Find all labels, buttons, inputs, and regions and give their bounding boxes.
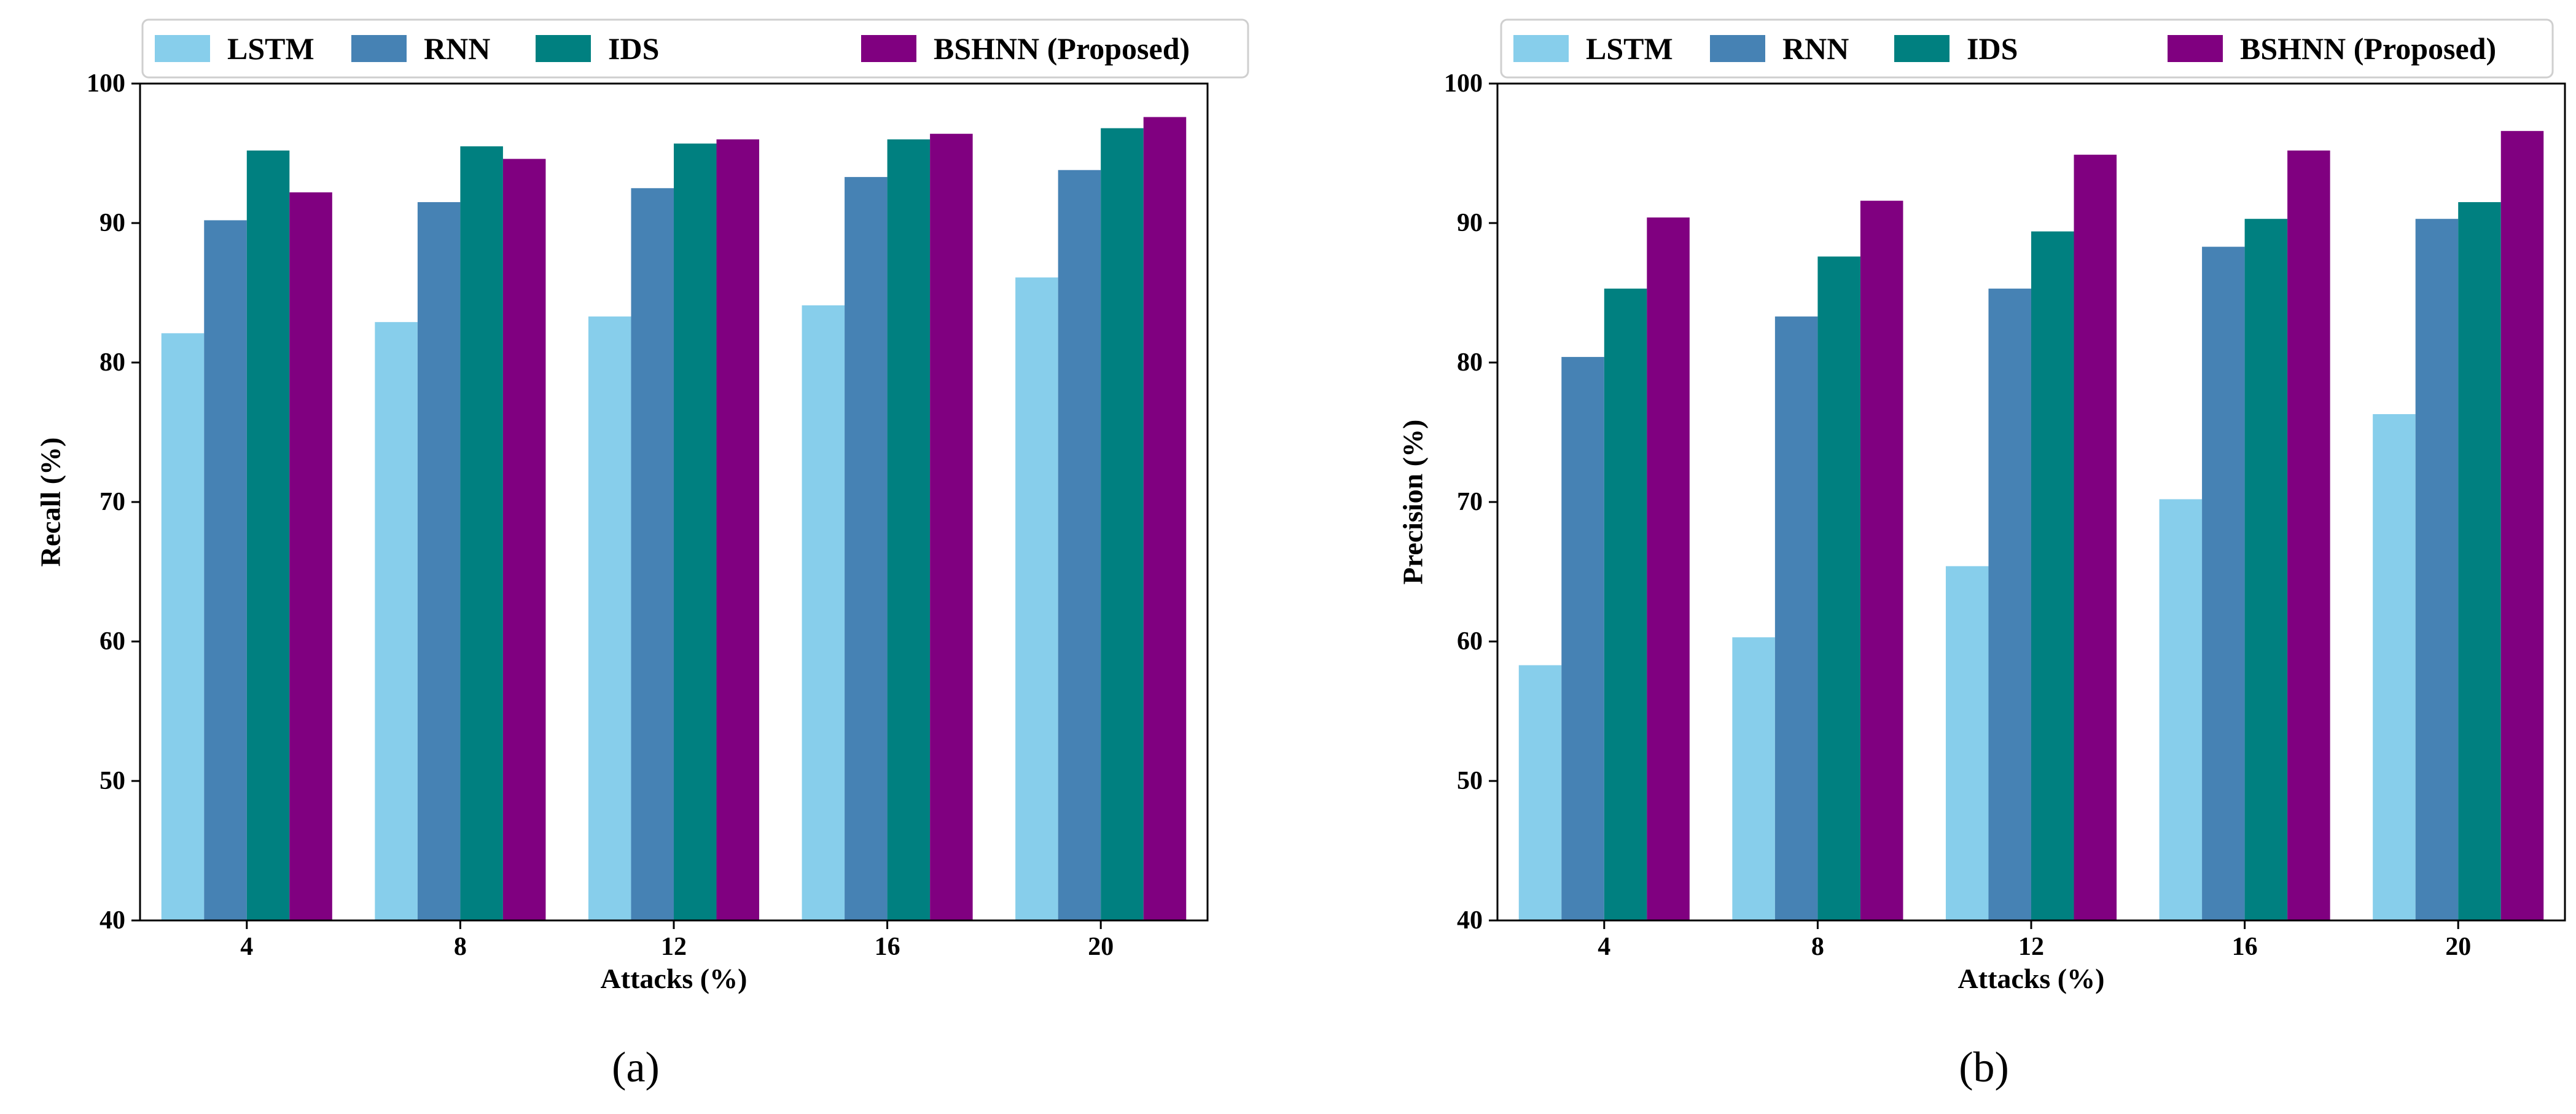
bars-group bbox=[161, 117, 1187, 921]
x-tick-label: 12 bbox=[2018, 933, 2044, 961]
bar-bshnn-proposed-16 bbox=[2287, 150, 2330, 921]
bar-lstm-12 bbox=[588, 316, 631, 920]
legend: LSTM RNN IDS BSHNN (Proposed) bbox=[141, 18, 1249, 79]
bar-lstm-8 bbox=[375, 322, 418, 920]
legend-box bbox=[1500, 18, 2554, 79]
bar-ids-20 bbox=[1101, 128, 1144, 920]
bar-bshnn-proposed-8 bbox=[502, 159, 546, 921]
legend-label-lstm: LSTM bbox=[1586, 31, 1673, 66]
bar-lstm-4 bbox=[1518, 665, 1562, 920]
bar-rnn-4 bbox=[1561, 356, 1604, 920]
bar-ids-8 bbox=[1817, 256, 1860, 921]
y-tick-label: 50 bbox=[1457, 767, 1483, 795]
x-tick-label: 16 bbox=[875, 933, 900, 961]
bar-bshnn-proposed-12 bbox=[2074, 154, 2117, 920]
legend-swatch-ids bbox=[1894, 35, 1950, 62]
panel-label: (a) bbox=[612, 1044, 660, 1091]
legend-swatch-rnn bbox=[351, 35, 407, 62]
legend-label-rnn: RNN bbox=[1782, 31, 1849, 66]
bar-rnn-20 bbox=[1058, 170, 1101, 920]
bar-lstm-16 bbox=[802, 305, 845, 920]
x-axis-label: Attacks (%) bbox=[1958, 963, 2105, 994]
bar-rnn-20 bbox=[2415, 219, 2459, 921]
bar-ids-8 bbox=[460, 146, 503, 920]
bar-rnn-8 bbox=[417, 202, 461, 921]
bar-rnn-16 bbox=[2202, 246, 2245, 921]
x-tick-label: 8 bbox=[454, 933, 467, 961]
bar-lstm-8 bbox=[1732, 637, 1775, 920]
bar-rnn-4 bbox=[204, 220, 247, 921]
y-tick-label: 80 bbox=[1457, 348, 1483, 377]
x-tick-label: 4 bbox=[1598, 933, 1610, 961]
legend-swatch-bshnn-proposed bbox=[2168, 35, 2223, 62]
legend-label-ids: IDS bbox=[608, 31, 659, 66]
bar-rnn-8 bbox=[1774, 316, 1818, 920]
bar-lstm-4 bbox=[161, 333, 205, 920]
bar-bshnn-proposed-16 bbox=[930, 133, 973, 921]
bar-rnn-12 bbox=[631, 188, 674, 920]
y-tick-label: 50 bbox=[100, 767, 125, 795]
legend-label-lstm: LSTM bbox=[227, 31, 314, 66]
legend-swatch-rnn bbox=[1710, 35, 1765, 62]
legend-box bbox=[141, 18, 1249, 79]
y-tick-label: 60 bbox=[100, 627, 125, 656]
bar-lstm-16 bbox=[2159, 499, 2203, 920]
x-tick-label: 8 bbox=[1811, 933, 1824, 961]
bar-lstm-20 bbox=[1015, 277, 1058, 920]
bar-rnn-12 bbox=[1988, 288, 2031, 921]
y-tick-label: 40 bbox=[1457, 906, 1483, 935]
x-tick-label: 20 bbox=[2445, 933, 2471, 961]
legend-swatch-lstm bbox=[155, 35, 210, 62]
bar-lstm-12 bbox=[1945, 566, 1989, 920]
bar-bshnn-proposed-4 bbox=[1647, 217, 1690, 920]
y-tick-label: 100 bbox=[1444, 69, 1483, 98]
legend-swatch-bshnn-proposed bbox=[861, 35, 916, 62]
bars-group bbox=[1518, 131, 2544, 921]
bar-ids-4 bbox=[246, 150, 290, 921]
y-tick-label: 60 bbox=[1457, 627, 1483, 656]
x-tick-label: 20 bbox=[1088, 933, 1114, 961]
y-axis-label: Recall (%) bbox=[35, 437, 66, 567]
legend-label-ids: IDS bbox=[1967, 31, 2018, 66]
x-tick-label: 16 bbox=[2232, 933, 2258, 961]
legend-swatch-lstm bbox=[1513, 35, 1569, 62]
legend-label-bshnn-proposed: BSHNN (Proposed) bbox=[934, 31, 1190, 66]
y-tick-label: 70 bbox=[100, 488, 125, 516]
legend-swatch-ids bbox=[536, 35, 591, 62]
bar-ids-12 bbox=[2031, 231, 2074, 920]
precision-chart-panel: 40 50 60 70 80 90 100 4 8 12 16 20 Attacks (%) Precis… bbox=[1397, 18, 2566, 1091]
bar-bshnn-proposed-20 bbox=[2500, 131, 2544, 921]
y-tick-label: 100 bbox=[87, 69, 125, 98]
bar-ids-16 bbox=[2244, 219, 2288, 921]
y-tick-label: 90 bbox=[100, 209, 125, 237]
y-tick-label: 80 bbox=[100, 348, 125, 377]
bar-bshnn-proposed-12 bbox=[716, 139, 760, 920]
legend-label-bshnn-proposed: BSHNN (Proposed) bbox=[2240, 31, 2496, 66]
bar-ids-12 bbox=[674, 143, 717, 921]
legend-label-rnn: RNN bbox=[424, 31, 490, 66]
y-tick-label: 90 bbox=[1457, 209, 1483, 237]
bar-ids-16 bbox=[887, 139, 931, 920]
legend: LSTM RNN IDS BSHNN (Proposed) bbox=[1500, 18, 2554, 79]
bar-bshnn-proposed-4 bbox=[289, 192, 332, 920]
x-tick-label: 12 bbox=[661, 933, 687, 961]
y-tick-label: 40 bbox=[100, 906, 125, 935]
bar-lstm-20 bbox=[2373, 414, 2416, 920]
panel-label: (b) bbox=[1959, 1044, 2009, 1091]
recall-chart-panel: 40 50 60 70 80 90 100 4 8 12 16 20 Attacks (%) Recall… bbox=[35, 18, 1249, 1091]
x-tick-label: 4 bbox=[240, 933, 253, 961]
bar-ids-4 bbox=[1604, 288, 1647, 921]
bar-rnn-16 bbox=[845, 177, 888, 921]
y-axis-label: Precision (%) bbox=[1397, 420, 1429, 585]
x-axis-label: Attacks (%) bbox=[601, 963, 747, 994]
bar-bshnn-proposed-8 bbox=[1860, 200, 1903, 921]
bar-bshnn-proposed-20 bbox=[1143, 117, 1187, 921]
bar-ids-20 bbox=[2458, 202, 2501, 921]
y-tick-label: 70 bbox=[1457, 488, 1483, 516]
